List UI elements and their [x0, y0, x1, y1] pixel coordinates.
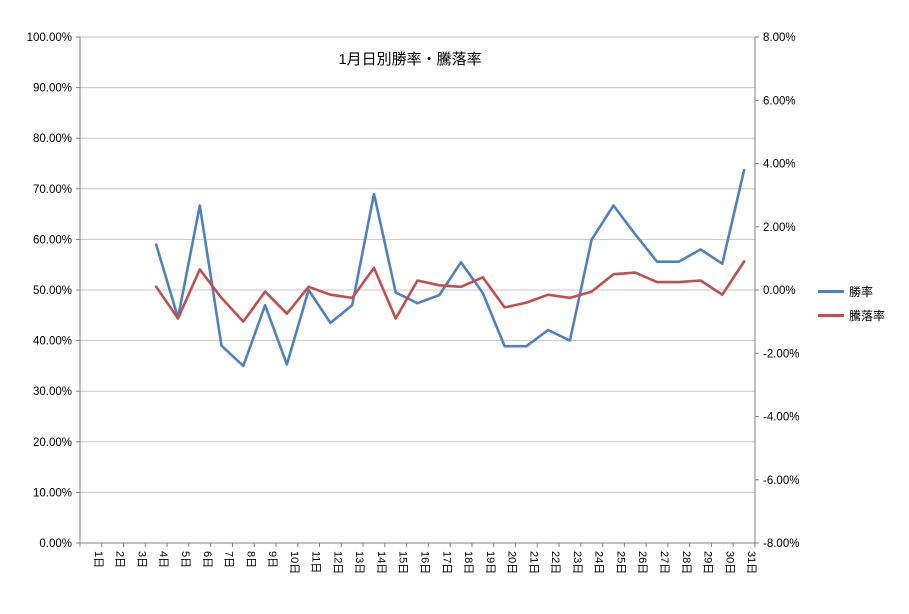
- x-tick-label: 13日: [353, 551, 365, 574]
- x-tick-label: 18日: [462, 551, 474, 574]
- y-left-tick-label: 90.00%: [33, 83, 72, 95]
- x-tick-label: 2日: [114, 551, 126, 568]
- x-tick-label: 31日: [745, 551, 757, 574]
- x-tick-label: 11日: [310, 551, 322, 573]
- x-tick-label: 23日: [571, 551, 583, 574]
- chart-legend: 勝率 騰落率: [818, 283, 885, 324]
- y-left-tick-label: 40.00%: [33, 336, 72, 348]
- series-line-winrate: [154, 168, 746, 368]
- y-left-tick-label: 20.00%: [33, 437, 72, 449]
- x-tick-label: 10日: [288, 551, 300, 574]
- y-right-tick-label: 6.00%: [763, 95, 796, 107]
- x-tick-label: 8日: [244, 551, 256, 568]
- x-tick-label: 16日: [419, 551, 431, 574]
- y-right-tick-label: -6.00%: [763, 475, 799, 487]
- y-right-tick-label: 4.00%: [763, 159, 796, 171]
- y-right-tick-label: 2.00%: [763, 222, 796, 234]
- y-right-tick-label: 0.00%: [763, 285, 796, 297]
- x-tick-label: 26日: [636, 551, 648, 574]
- x-tick-label: 29日: [702, 551, 714, 574]
- legend-item-winrate[interactable]: 勝率: [818, 283, 885, 300]
- y-left-tick-label: 0.00%: [39, 538, 72, 550]
- x-tick-label: 17日: [440, 551, 452, 574]
- x-tick-label: 12日: [331, 551, 343, 574]
- x-tick-label: 1日: [92, 551, 104, 568]
- y-left-tick-label: 50.00%: [33, 285, 72, 297]
- y-left-tick-label: 80.00%: [33, 133, 72, 145]
- x-tick-label: 14日: [375, 551, 387, 574]
- y-left-tick-label: 60.00%: [33, 234, 72, 246]
- x-tick-label: 6日: [201, 551, 213, 568]
- x-tick-label: 24日: [593, 551, 605, 574]
- y-left-tick-label: 100.00%: [27, 32, 72, 44]
- right-axis-labels: -8.00% -6.00% -4.00% -2.00% 0.00% 2.00% 4.00% 6…: [755, 32, 799, 550]
- winrate-line-swatch: [818, 290, 844, 293]
- y-left-tick-label: 70.00%: [33, 184, 72, 196]
- x-tick-label: 21日: [527, 551, 539, 574]
- gridlines-group: [80, 36, 755, 544]
- x-tick-label: 3日: [135, 551, 147, 568]
- legend-item-updown[interactable]: 騰落率: [818, 307, 885, 324]
- x-tick-label: 4日: [157, 551, 169, 568]
- x-tick-label: 7日: [223, 551, 235, 568]
- x-tick-label: 15日: [397, 551, 409, 574]
- x-tick-label: 19日: [484, 551, 496, 574]
- x-axis-labels: 1日 2日 3日 4日 5日 6日 7日 8日 9日 10日 11日 12日 13日 14日 15日 16日 1…: [79, 543, 757, 574]
- y-left-tick-label: 10.00%: [33, 487, 72, 499]
- y-right-tick-label: -8.00%: [763, 538, 799, 550]
- x-tick-label: 20日: [506, 551, 518, 574]
- legend-label-winrate: 勝率: [849, 285, 874, 299]
- left-axis-labels: 0.00% 10.00% 20.00% 30.00% 40.00% 50.00% 60.00…: [27, 32, 80, 550]
- y-right-tick-label: -2.00%: [763, 348, 799, 360]
- x-tick-label: 27日: [658, 551, 670, 574]
- y-right-tick-label: -4.00%: [763, 412, 799, 424]
- series-line-updown: [154, 260, 746, 323]
- x-tick-label: 30日: [723, 551, 735, 574]
- x-tick-label: 25日: [614, 551, 626, 574]
- x-tick-label: 9日: [266, 551, 278, 568]
- y-right-tick-label: 8.00%: [763, 32, 796, 44]
- x-tick-label: 28日: [680, 551, 692, 574]
- x-tick-label: 22日: [549, 551, 561, 574]
- updown-line-swatch: [818, 314, 844, 317]
- legend-label-updown: 騰落率: [849, 309, 886, 323]
- y-left-tick-label: 30.00%: [33, 386, 72, 398]
- x-tick-label: 5日: [179, 551, 191, 568]
